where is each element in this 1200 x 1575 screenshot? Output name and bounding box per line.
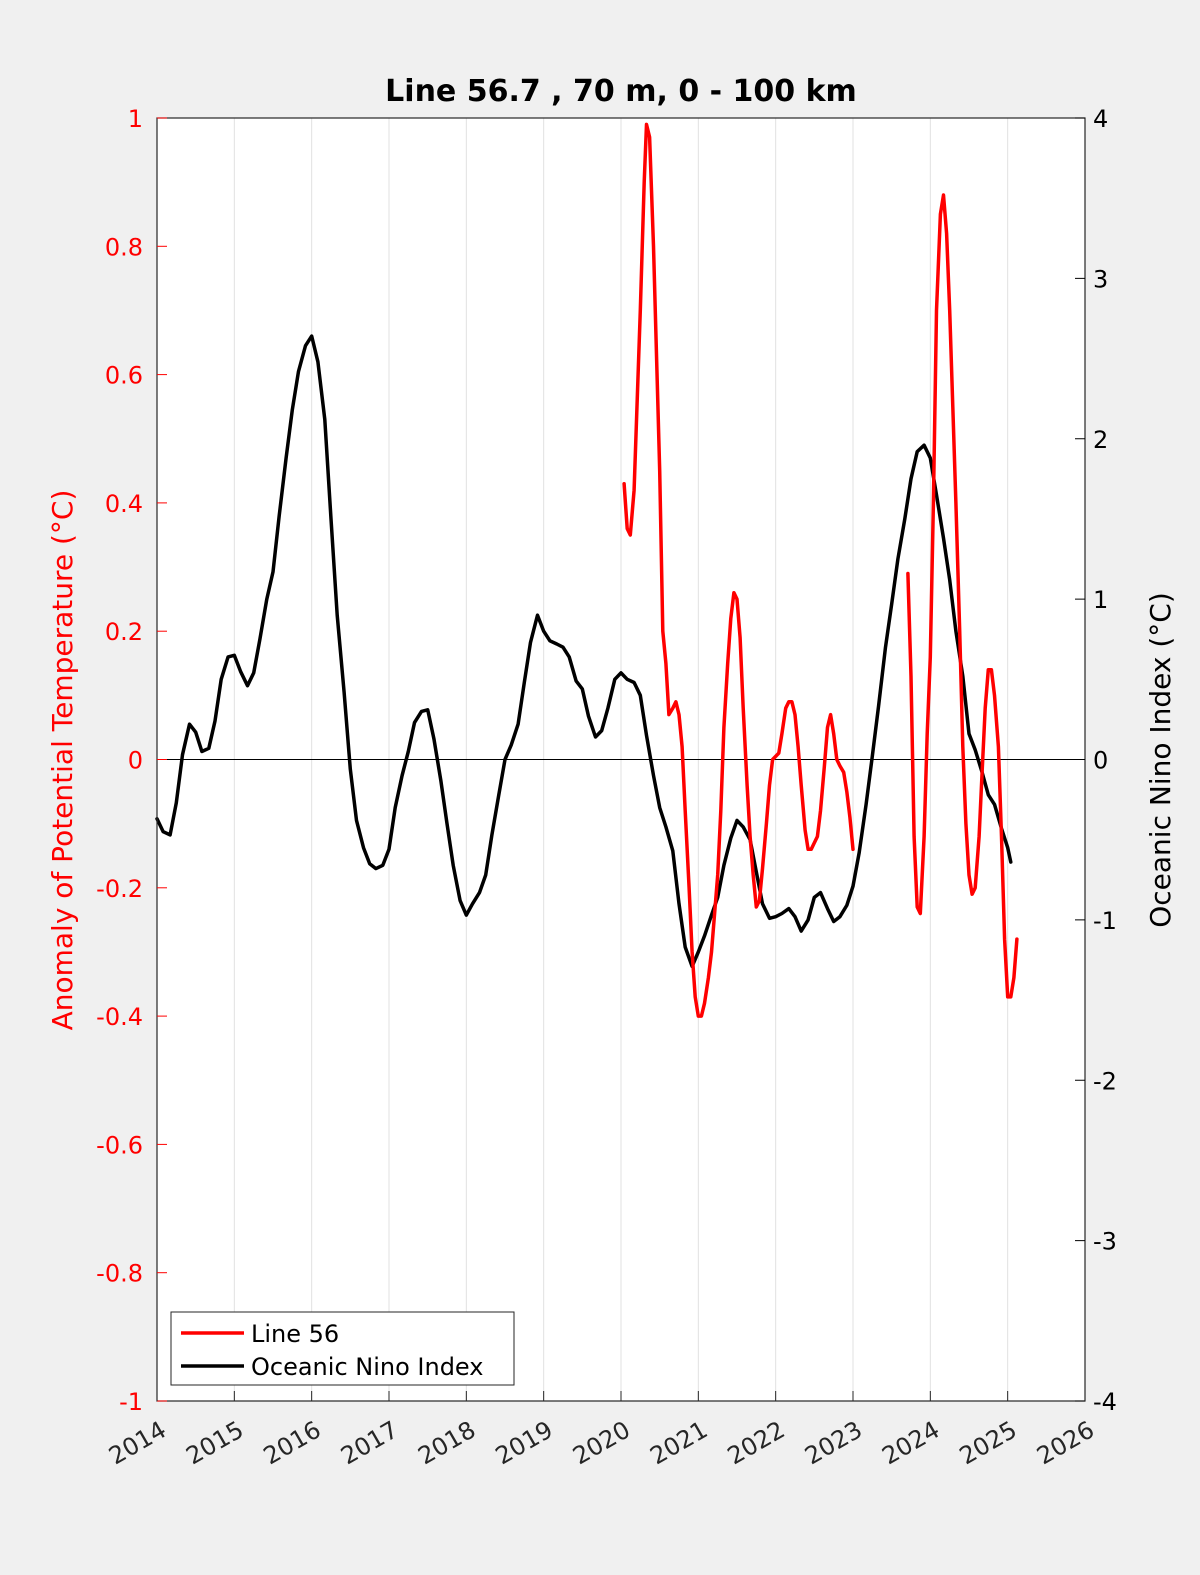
left-axis-label: Anomaly of Potential Temperature (°C) (46, 490, 79, 1031)
x-tick-label: 2020 (568, 1416, 635, 1471)
right-tick-label: -3 (1093, 1228, 1117, 1256)
left-tick-label: 0 (128, 747, 143, 775)
chart-title: Line 56.7 , 70 m, 0 - 100 km (385, 74, 857, 109)
x-tick-label: 2022 (723, 1416, 790, 1471)
right-tick-label: 4 (1093, 105, 1108, 133)
left-tick-label: -1 (119, 1388, 143, 1416)
x-tick-label: 2021 (645, 1416, 712, 1471)
left-tick-label: -0.4 (96, 1003, 143, 1031)
series-line-line-56 (622, 122, 855, 1018)
legend: Line 56 Oceanic Nino Index (170, 1311, 515, 1386)
left-tick-label: -0.8 (96, 1260, 143, 1288)
right-tick-label: -1 (1093, 907, 1117, 935)
right-tick-label: -4 (1093, 1388, 1117, 1416)
right-tick-label: 1 (1093, 586, 1108, 614)
right-tick-label: -2 (1093, 1067, 1117, 1095)
legend-box (170, 1311, 515, 1386)
series-line-line-56 (906, 193, 1019, 999)
series-layer (155, 122, 1019, 1018)
x-tick-label: 2025 (955, 1416, 1022, 1471)
x-tick-label: 2015 (181, 1416, 248, 1471)
x-axis-ticks: 2014 2015 2016 2017 2018 2019 2020 2021 2022 2023… (104, 1391, 1099, 1470)
series-line-oceanic-nino-index (155, 334, 1013, 969)
left-tick-label: -0.6 (96, 1131, 143, 1159)
right-tick-label: 2 (1093, 426, 1108, 454)
x-tick-label: 2024 (877, 1416, 944, 1471)
x-tick-label: 2026 (1032, 1416, 1099, 1471)
left-tick-label: 0.2 (105, 618, 143, 646)
x-tick-label: 2014 (104, 1416, 171, 1471)
right-tick-label: 0 (1093, 747, 1108, 775)
x-tick-label: 2016 (259, 1416, 326, 1471)
x-tick-label: 2017 (336, 1416, 403, 1471)
x-tick-label: 2018 (413, 1416, 480, 1471)
x-tick-label: 2023 (800, 1416, 867, 1471)
right-tick-label: 3 (1093, 265, 1108, 293)
left-axis-ticks: 1 0.8 0.6 0.4 0.2 0 -0.2 -0.4 -0.6 -0.8 -1 (96, 105, 167, 1416)
left-tick-label: 1 (128, 105, 143, 133)
left-tick-label: -0.2 (96, 875, 143, 903)
legend-label-oni: Oceanic Nino Index (251, 1353, 483, 1381)
left-tick-label: 0.6 (105, 362, 143, 390)
right-axis-label: Oceanic Nino Index (°C) (1144, 592, 1177, 928)
right-axis-ticks: 4 3 2 1 0 -1 -2 -3 -4 (1075, 105, 1117, 1416)
legend-label-line-56: Line 56 (251, 1320, 339, 1348)
x-tick-label: 2019 (491, 1416, 558, 1471)
left-tick-label: 0.8 (105, 233, 143, 261)
left-tick-label: 0.4 (105, 490, 143, 518)
